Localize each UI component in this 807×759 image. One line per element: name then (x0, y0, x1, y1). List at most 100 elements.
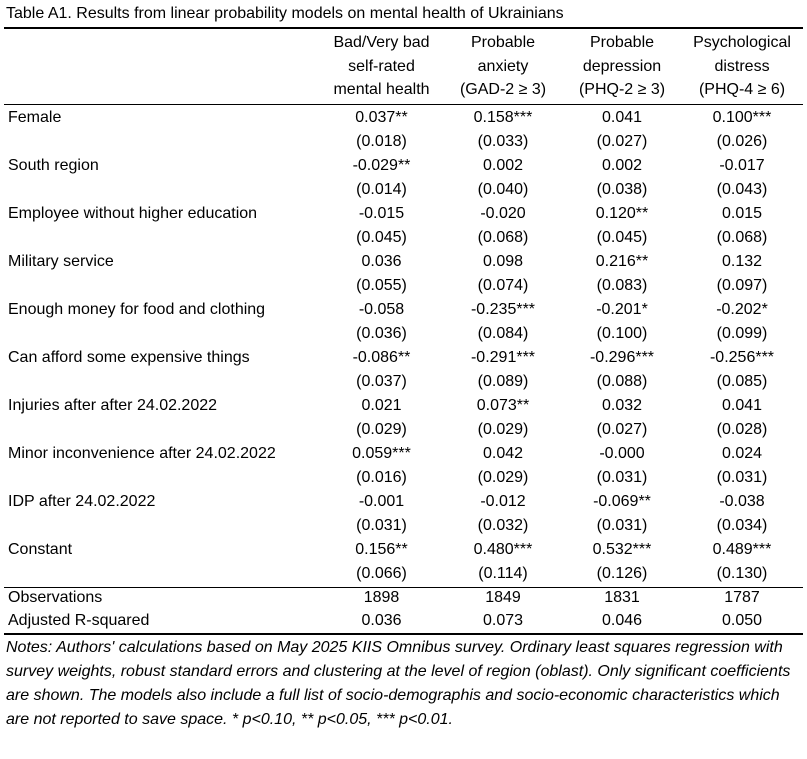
se-cell: (0.085) (716, 373, 768, 390)
header-rule (4, 104, 803, 105)
se-cell: (0.016) (356, 469, 407, 486)
se-cell: (0.031) (596, 469, 648, 486)
se-cell: (0.031) (716, 469, 768, 486)
coef-cell: 0.002 (601, 157, 643, 174)
coef-cell: 0.073** (476, 397, 530, 414)
coef-cell: -0.202* (716, 301, 768, 318)
se-cell: (0.083) (596, 277, 648, 294)
coef-cell: -0.029** (352, 157, 411, 174)
column-header-line: mental health (333, 81, 430, 98)
coef-cell: 0.021 (361, 397, 402, 414)
se-cell: (0.027) (596, 421, 648, 438)
se-cell: (0.074) (477, 277, 529, 294)
coef-cell: -0.058 (358, 301, 405, 318)
se-cell: (0.088) (596, 373, 648, 390)
row-label: South region (8, 157, 99, 174)
se-cell: (0.029) (356, 421, 407, 438)
table-notes: Notes: Authors' calculations based on Ma… (6, 639, 791, 728)
coef-cell: 0.156** (355, 541, 408, 558)
se-cell: (0.084) (477, 325, 529, 342)
coef-cell: -0.015 (358, 205, 405, 222)
coef-cell: -0.012 (480, 493, 526, 510)
se-cell: (0.068) (716, 229, 768, 246)
se-cell: (0.014) (356, 181, 407, 198)
table-title: Table A1. Results from linear probabilit… (6, 5, 564, 22)
stat-cell: 0.073 (482, 612, 524, 629)
se-cell: (0.055) (356, 277, 407, 294)
se-cell: (0.099) (716, 325, 768, 342)
stat-cell: 0.036 (361, 612, 402, 629)
coef-cell: 0.158*** (473, 109, 533, 126)
se-cell: (0.031) (356, 517, 407, 534)
coef-cell: -0.017 (719, 157, 765, 174)
se-cell: (0.066) (356, 565, 407, 582)
column-header-line: (PHQ-4 ≥ 6) (698, 81, 786, 98)
stat-cell: 1831 (604, 589, 640, 606)
coef-cell: 0.098 (482, 253, 524, 270)
se-cell: (0.045) (356, 229, 407, 246)
coef-cell: -0.201* (596, 301, 648, 318)
se-cell: (0.029) (477, 469, 529, 486)
se-cell: (0.130) (716, 565, 768, 582)
coef-cell: 0.036 (361, 253, 402, 270)
bottom-rule (4, 633, 803, 635)
stats-rule (4, 587, 803, 588)
row-label: Injuries after after 24.02.2022 (8, 397, 218, 414)
row-label: Can afford some expensive things (8, 349, 250, 366)
coef-cell: 0.532*** (592, 541, 652, 558)
stat-cell: 1898 (363, 589, 400, 606)
row-label: Enough money for food and clothing (8, 301, 266, 318)
coef-cell: 0.120** (595, 205, 649, 222)
row-label: Constant (8, 541, 73, 558)
coef-cell: 0.037** (355, 109, 408, 126)
column-header-line: Bad/Very bad (333, 34, 430, 51)
coef-cell: 0.216** (595, 253, 649, 270)
coef-cell: 0.480*** (473, 541, 533, 558)
coef-cell: 0.059*** (352, 445, 411, 462)
coef-cell: -0.038 (719, 493, 765, 510)
se-cell: (0.097) (716, 277, 768, 294)
row-label: Adjusted R-squared (8, 612, 150, 629)
se-cell: (0.033) (477, 133, 529, 150)
column-header-line: depression (582, 58, 662, 75)
se-cell: (0.031) (596, 517, 648, 534)
se-cell: (0.100) (596, 325, 648, 342)
top-rule (4, 27, 803, 29)
stat-cell: 1787 (724, 589, 760, 606)
row-label: Military service (8, 253, 114, 270)
se-cell: (0.045) (596, 229, 648, 246)
coef-cell: -0.069** (593, 493, 651, 510)
se-cell: (0.026) (716, 133, 768, 150)
coef-cell: 0.041 (601, 109, 643, 126)
stat-cell: 1849 (485, 589, 521, 606)
se-cell: (0.036) (356, 325, 407, 342)
se-cell: (0.018) (356, 133, 407, 150)
row-label: IDP after 24.02.2022 (8, 493, 156, 510)
coef-cell: -0.001 (358, 493, 405, 510)
se-cell: (0.034) (716, 517, 768, 534)
coef-cell: -0.086** (352, 349, 411, 366)
se-cell: (0.043) (716, 181, 768, 198)
coef-cell: -0.235*** (470, 301, 536, 318)
column-header-line: Probable (470, 34, 536, 51)
coef-cell: -0.256*** (709, 349, 775, 366)
coef-cell: 0.042 (482, 445, 524, 462)
coef-cell: 0.015 (721, 205, 763, 222)
se-cell: (0.126) (596, 565, 648, 582)
se-cell: (0.037) (356, 373, 407, 390)
se-cell: (0.068) (477, 229, 529, 246)
row-label: Female (8, 109, 62, 126)
se-cell: (0.028) (716, 421, 768, 438)
se-cell: (0.032) (477, 517, 529, 534)
column-header-line: (PHQ-2 ≥ 3) (578, 81, 666, 98)
column-header-line: Probable (589, 34, 655, 51)
coef-cell: 0.032 (601, 397, 643, 414)
coef-cell: 0.024 (721, 445, 763, 462)
se-cell: (0.089) (477, 373, 529, 390)
coef-cell: 0.100*** (712, 109, 772, 126)
se-cell: (0.029) (477, 421, 529, 438)
coef-cell: -0.000 (599, 445, 645, 462)
se-cell: (0.040) (477, 181, 529, 198)
coef-cell: -0.020 (480, 205, 526, 222)
